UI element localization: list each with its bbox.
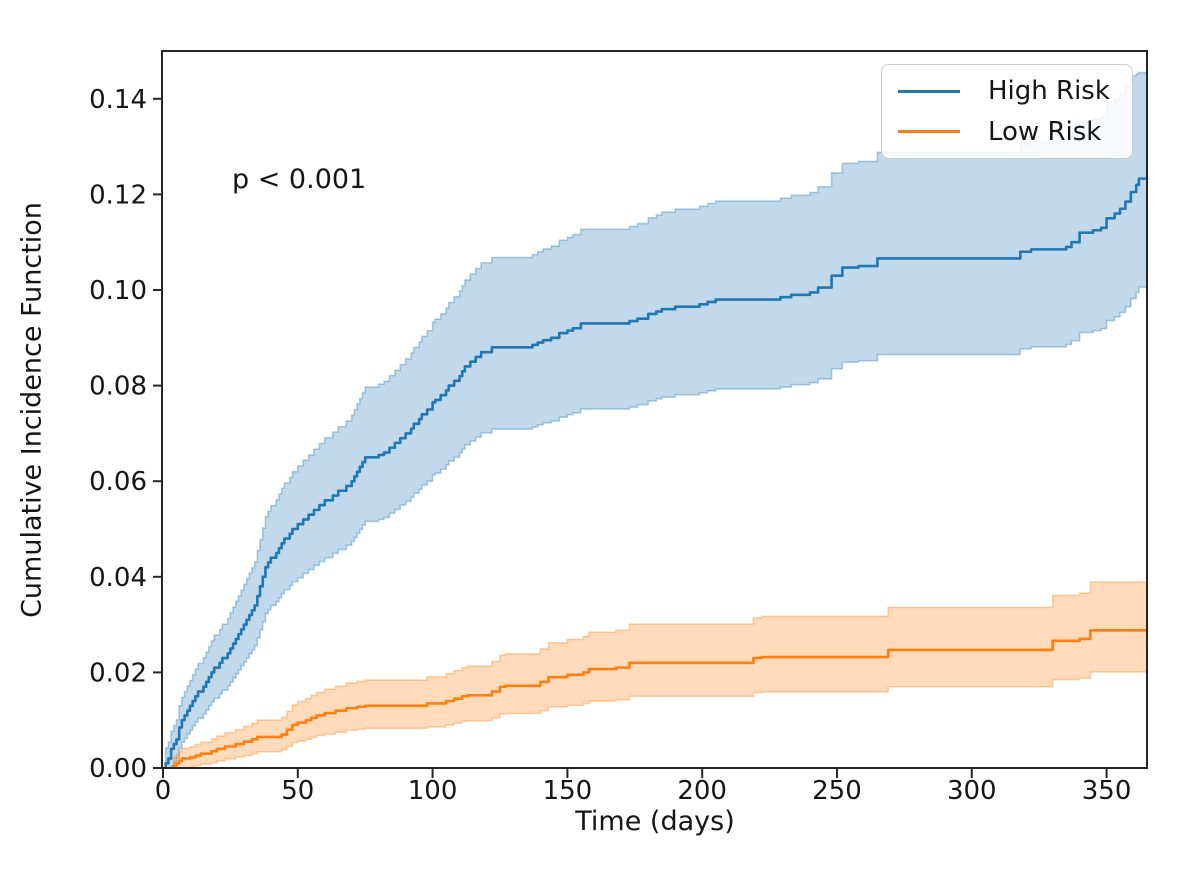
low-risk-line-swatch <box>898 130 960 134</box>
x-tick-label: 100 <box>408 776 458 806</box>
x-tick-label: 0 <box>155 776 172 806</box>
legend-label-low-risk: Low Risk <box>988 116 1102 147</box>
low-risk-band-lower-edge <box>163 670 1147 768</box>
legend-entry-high-risk: High Risk <box>898 76 1116 106</box>
y-tick-label: 0.08 <box>89 372 147 402</box>
y-tick-label: 0.10 <box>89 276 147 306</box>
x-tick-label: 350 <box>1082 776 1132 806</box>
y-tick-label: 0.06 <box>89 467 147 497</box>
y-tick-label: 0.04 <box>89 563 147 593</box>
legend-entry-low-risk: Low Risk <box>898 117 1116 147</box>
y-tick-label: 0.00 <box>89 754 147 784</box>
y-axis-label: Cumulative Incidence Function <box>16 202 48 618</box>
x-tick-label: 50 <box>281 776 314 806</box>
y-tick-label: 0.14 <box>89 85 147 115</box>
low-risk-band-upper-edge <box>163 580 1147 768</box>
high-risk-line-swatch <box>898 89 960 93</box>
high-risk-line <box>163 177 1147 768</box>
high-risk-band-lower-edge <box>163 286 1147 768</box>
p-value-annotation: p < 0.001 <box>232 164 367 195</box>
x-axis-label: Time (days) <box>575 806 735 837</box>
y-tick-label: 0.02 <box>89 658 147 688</box>
x-tick-label: 250 <box>812 776 862 806</box>
legend-label-high-risk: High Risk <box>988 76 1110 107</box>
legend: High Risk Low Risk <box>881 64 1133 159</box>
x-tick-label: 300 <box>947 776 997 806</box>
x-tick-label: 200 <box>677 776 727 806</box>
low-risk-confidence-band <box>163 580 1147 768</box>
high-risk-confidence-band <box>163 72 1147 768</box>
axes-spines <box>161 50 1148 769</box>
high-risk-band-upper-edge <box>163 71 1147 768</box>
y-tick-label: 0.12 <box>89 180 147 210</box>
x-tick-label: 150 <box>543 776 593 806</box>
low-risk-line <box>163 629 1147 768</box>
